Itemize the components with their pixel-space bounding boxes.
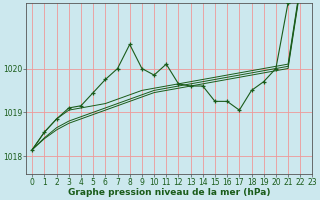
X-axis label: Graphe pression niveau de la mer (hPa): Graphe pression niveau de la mer (hPa) bbox=[68, 188, 270, 197]
